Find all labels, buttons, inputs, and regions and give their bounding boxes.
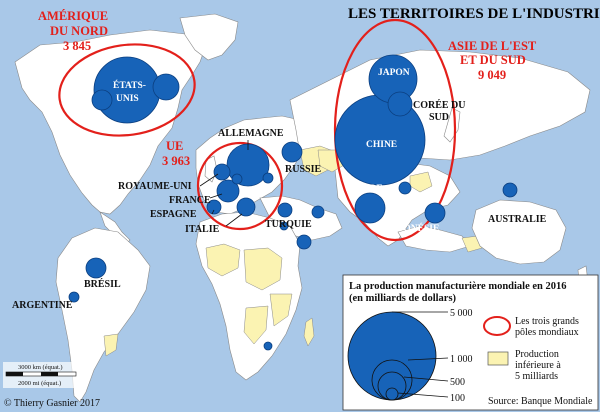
legend-value-5000: 5 000 <box>450 308 473 319</box>
label-italie: ITALIE <box>185 224 220 235</box>
low-production-south-america <box>103 333 119 357</box>
circle-turquie <box>277 202 293 218</box>
pole-ring-ue <box>196 141 284 231</box>
land-japan <box>443 107 461 143</box>
legend-circle-5000 <box>347 311 437 401</box>
circle-egypte <box>279 221 289 231</box>
pole-ring-asie <box>333 18 457 242</box>
eu-leader-lines <box>199 140 249 227</box>
circle-thailande <box>398 181 412 195</box>
circle-bresil <box>85 257 107 279</box>
legend-value-500: 500 <box>450 377 465 388</box>
pole-ring-amerique <box>58 43 196 137</box>
legend-pole-label-2: pôles mondiaux <box>515 327 579 338</box>
circle-russie <box>281 141 303 163</box>
low-production-africa-central <box>243 247 283 291</box>
label-royaume-uni: ROYAUME-UNI <box>118 181 192 192</box>
low-production-africa-east <box>269 293 293 327</box>
legend-low-label-3: 5 milliards <box>515 371 558 382</box>
scale-km-label: 3000 km (équat.) <box>18 364 63 371</box>
pole-amerique-value: 3 845 <box>63 39 91 53</box>
legend-pole-label-1: Les trois grands <box>515 316 579 327</box>
label-russie: RUSSIE <box>285 164 321 175</box>
circle-arabie <box>296 234 312 250</box>
circle-indonesie <box>424 202 446 224</box>
production-circles <box>68 54 518 351</box>
scale-bar: 3000 km (équat.) 2000 mi (équat.) <box>3 362 83 388</box>
low-production-africa-west <box>205 243 241 277</box>
low-production-asia-3 <box>461 235 483 253</box>
label-bresil: BRÉSIL <box>84 278 121 290</box>
legend-circles <box>347 311 437 401</box>
pole-label-amerique: AMÉRIQUE DU NORD 3 845 <box>38 9 108 53</box>
label-argentine: ARGENTINE <box>12 300 73 311</box>
pole-label-asie: ASIE DE L'EST ET DU SUD 9 049 <box>448 39 537 82</box>
legend-circle-leaders <box>392 311 449 398</box>
label-turquie: TURQUIE <box>265 219 312 230</box>
pole-amerique-line1: AMÉRIQUE <box>38 9 108 23</box>
label-allemagne: ALLEMAGNE <box>218 128 284 139</box>
credit: © Thierry Gasnier 2017 <box>4 398 100 409</box>
circle-inde <box>354 192 386 224</box>
land-greenland <box>179 13 239 61</box>
circle-espagne <box>206 199 222 215</box>
pole-label-ue: UE 3 963 <box>162 139 190 168</box>
label-etats-unis-2: UNIS <box>116 94 139 104</box>
circle-australie <box>502 182 518 198</box>
pole-ue-value: 3 963 <box>162 154 190 168</box>
circle-pays-bas <box>231 173 243 185</box>
circle-mexique <box>91 89 113 111</box>
circle-france <box>216 179 240 203</box>
circle-pologne <box>262 172 274 184</box>
legend-low-swatch <box>487 351 509 366</box>
label-chine: CHINE <box>366 140 397 150</box>
legend-low-label-2: inférieure à <box>515 360 561 371</box>
pole-asie-value: 9 049 <box>478 68 506 82</box>
circle-royaume-uni <box>213 163 231 181</box>
pole-asie-line1: ASIE DE L'EST <box>448 39 537 53</box>
pole-amerique-line2: DU NORD <box>50 24 108 38</box>
legend-circle-100 <box>385 387 399 401</box>
circle-coree <box>387 91 413 117</box>
circle-argentine <box>68 291 80 303</box>
label-france: FRANCE <box>169 195 211 206</box>
land-north-america <box>14 29 206 215</box>
pole-asie-line2: ET DU SUD <box>460 53 526 67</box>
scale-mi-label: 2000 mi (équat.) <box>18 380 61 387</box>
map-title: LES TERRITOIRES DE L'INDUSTRIE <box>348 6 600 22</box>
legend-value-100: 100 <box>450 393 465 404</box>
pole-ue-line1: UE <box>166 139 183 153</box>
legend-title-2: (en milliards de dollars) <box>349 293 457 304</box>
land-australia <box>471 199 567 265</box>
circle-iran <box>311 205 325 219</box>
label-indonesie: INDONÉSIE <box>386 222 439 234</box>
land-south-america <box>55 227 151 403</box>
legend-pole-ring <box>483 316 511 336</box>
legend: La production manufacturière mondiale en… <box>342 274 599 411</box>
land-madagascar <box>303 317 315 347</box>
label-coree-2: SUD <box>429 112 449 123</box>
circle-canada <box>152 73 180 101</box>
label-japon: JAPON <box>378 68 410 78</box>
label-espagne: ESPAGNE <box>150 209 197 220</box>
low-production-africa-south <box>243 305 269 345</box>
legend-source: Source: Banque Mondiale <box>488 396 593 407</box>
label-coree-1: CORÉE DU <box>413 99 466 111</box>
circle-afrique-sud <box>263 341 273 351</box>
legend-low-label-1: Production <box>515 349 559 360</box>
circle-italie <box>236 197 256 217</box>
legend-title-1: La production manufacturière mondiale en… <box>349 281 567 292</box>
label-inde: INDE <box>359 184 383 194</box>
label-etats-unis-1: ÉTATS- <box>113 79 146 91</box>
legend-value-1000: 1 000 <box>450 354 473 365</box>
label-australie: AUSTRALIE <box>488 214 547 225</box>
